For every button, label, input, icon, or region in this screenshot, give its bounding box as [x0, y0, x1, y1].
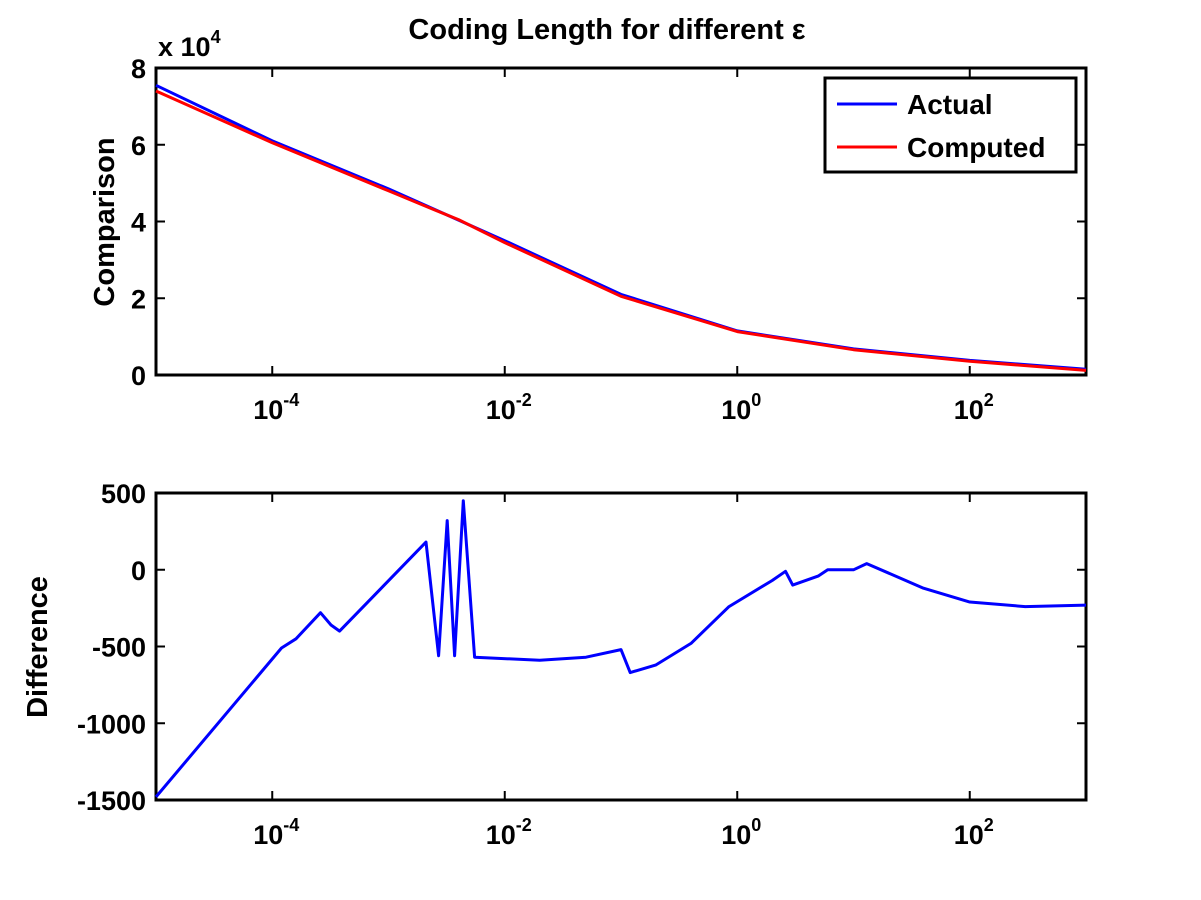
bottom-x-tick-label-exponent: -4 — [283, 815, 299, 835]
legend-label-computed: Computed — [907, 132, 1045, 163]
legend-label-actual: Actual — [907, 89, 993, 120]
bottom-y-tick-label: 500 — [101, 479, 146, 509]
top-x-tick-label-exponent: -4 — [283, 390, 299, 410]
top-x-tick-label: 10-4 — [253, 390, 299, 425]
top-x-tick-label-exponent: 0 — [751, 390, 761, 410]
top-series-group — [155, 83, 1087, 372]
top-x-tick-label-base: 10 — [721, 395, 751, 425]
top-x-tick-label-base: 10 — [954, 395, 984, 425]
bottom-x-tick-label: 102 — [954, 815, 994, 850]
bottom-y-tick-label: -1500 — [77, 786, 146, 816]
bottom-y-tick-label: -1000 — [77, 709, 146, 739]
top-series-line-computed — [155, 89, 1087, 372]
bottom-x-tick-label-exponent: 2 — [984, 815, 994, 835]
chart-title: Coding Length for different ε — [408, 14, 805, 46]
top-y-axis-label: Comparison — [89, 137, 121, 306]
top-y-tick-label: 8 — [131, 54, 146, 84]
top-x-tick-label-base: 10 — [253, 395, 283, 425]
top-x-tick-label-exponent: 2 — [984, 390, 994, 410]
top-y-multiplier: x 104 — [158, 27, 221, 62]
legend-box — [823, 76, 1078, 174]
bottom-series-line-difference — [154, 499, 1087, 798]
top-x-tick-label: 100 — [721, 390, 761, 425]
bottom-x-tick-label: 100 — [721, 815, 761, 850]
bottom-y-axis-label: Difference — [22, 576, 54, 718]
top-y-multiplier-base: x 10 — [158, 32, 211, 62]
bottom-x-tick-label-exponent: -2 — [516, 815, 532, 835]
top-y-tick-label: 0 — [131, 361, 146, 391]
top-y-tick-label: 6 — [131, 131, 146, 161]
bottom-x-tick-label-base: 10 — [486, 820, 516, 850]
bottom-x-tick-label: 10-2 — [486, 815, 532, 850]
bottom-x-tick-label-base: 10 — [253, 820, 283, 850]
bottom-y-tick-label: 0 — [131, 556, 146, 586]
bottom-plot-frame — [154, 491, 1088, 802]
bottom-x-tick-label-exponent: 0 — [751, 815, 761, 835]
bottom-x-tick-label: 10-4 — [253, 815, 299, 850]
top-x-tick-label: 102 — [954, 390, 994, 425]
bottom-x-tick-label-base: 10 — [721, 820, 751, 850]
top-x-tick-label-base: 10 — [486, 395, 516, 425]
bottom-series-group — [154, 499, 1087, 798]
bottom-x-tick-label-base: 10 — [954, 820, 984, 850]
bottom-y-tick-label: -500 — [92, 633, 146, 663]
top-x-tick-label: 10-2 — [486, 390, 532, 425]
top-x-tick-label-exponent: -2 — [516, 390, 532, 410]
top-y-tick-label: 2 — [131, 284, 146, 314]
top-y-tick-label: 4 — [131, 208, 146, 238]
legend: Actual Computed — [823, 76, 1078, 174]
top-y-multiplier-exponent: 4 — [211, 27, 221, 47]
